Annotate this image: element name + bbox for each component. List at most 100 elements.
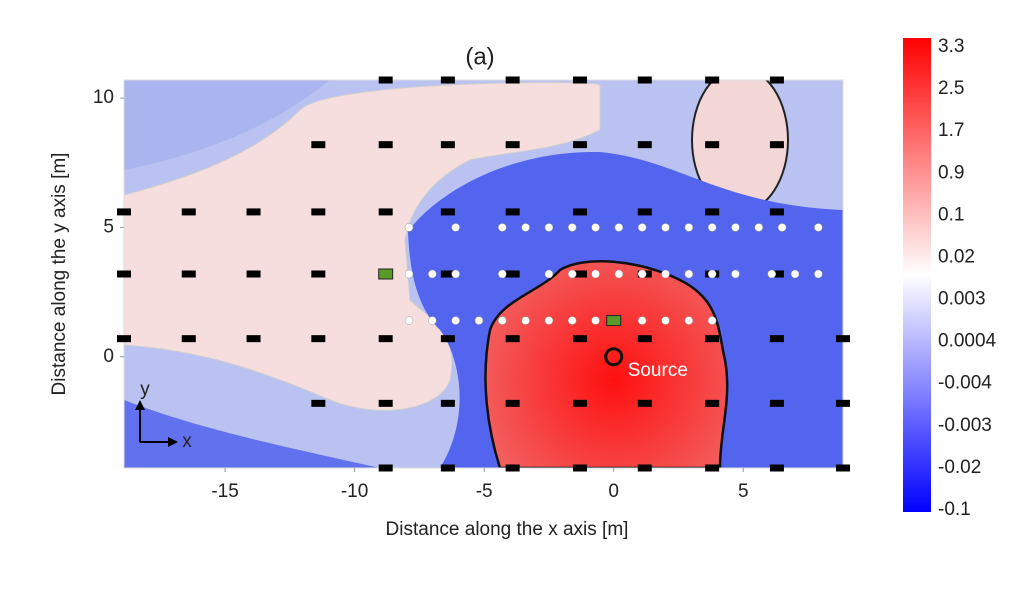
colorbar-label: 0.0004 [938,331,997,352]
sensor-dot [637,223,647,232]
sensor-dot [544,316,554,325]
source-marker [604,347,624,367]
contour-field [124,80,843,468]
sensor-dash [705,76,720,84]
sensor-dot [684,316,694,325]
sensor-dot [521,316,530,325]
sensor-dot [614,223,624,232]
y-tick-label: 0 [103,346,114,367]
colorbar-label: 0.1 [938,204,964,225]
sensor-dot [814,269,823,279]
sensor-dash [573,464,588,472]
sensor-dot [567,269,577,279]
sensor-dash [378,335,393,343]
sensor-dot [707,269,717,279]
inset-y-label: y [140,379,150,400]
sensor-dash [769,335,784,343]
sensor-dot [684,269,694,279]
sensor-dash [573,76,588,84]
sensor-dot [754,223,764,232]
x-tick-label: 0 [608,481,619,502]
sensor-dot [404,223,414,232]
colorbar-label: 3.3 [938,36,964,57]
colorbar [903,38,931,512]
sensor-dot [544,223,554,232]
y-tick-label: 10 [93,87,114,108]
sensor-dot [451,316,460,325]
sensor-dash [378,76,393,84]
sensor-dash [705,335,720,343]
sensor-dot [707,316,717,325]
sensor-dot [731,269,740,279]
sensor-dash [637,76,652,84]
x-tick-label: 5 [738,481,749,502]
y-tick-label: 5 [103,216,114,237]
sensor-dash [836,335,850,343]
sensor-dot [661,269,670,279]
chart-title: (a) [465,43,494,70]
sensor-dash [769,270,784,278]
sensor-dot [498,316,507,325]
sensor-dash [378,208,393,216]
colorbar-label: 0.003 [938,289,986,310]
sensor-dash [440,208,455,216]
colorbar-label: 0.02 [938,246,975,267]
sensor-dash [705,208,720,216]
colorbar-label: -0.003 [938,415,992,436]
x-tick-label: -5 [476,481,493,502]
sensor-dash [440,76,455,84]
sensor-dot [661,223,670,232]
sensor-dash [311,399,326,407]
sensor-dash [769,399,784,407]
sensor-dash [769,464,784,472]
sensor-dot [498,269,507,279]
sensor-dash [440,335,455,343]
sensor-dot [731,223,740,232]
x-tick-label: -10 [341,481,368,502]
sensor-dash [378,399,393,407]
colorbar-label: -0.02 [938,457,981,478]
sensor-dash [181,270,196,278]
sensor-dash [505,399,520,407]
sensor-dash [573,399,588,407]
sensor-dash [573,270,588,278]
sensor-dot [637,269,647,279]
sensor-dash [181,335,196,343]
sensor-dot [567,223,577,232]
sensor-dot [404,269,414,279]
x-tick-label: -15 [211,481,238,502]
sensor-dash [637,208,652,216]
sensor-dot [451,223,460,232]
sensor-dash [637,335,652,343]
sensor-dash [440,399,455,407]
sensor-dot [637,316,647,325]
sensor-dot [404,316,414,325]
sensor-dash [505,208,520,216]
sensor-dash [246,270,261,278]
sensor-square [378,268,394,280]
sensor-dot [521,223,530,232]
sensor-dot [567,316,577,325]
sensor-dash [637,399,652,407]
sensor-dash [117,270,131,278]
sensor-dash [246,335,261,343]
sensor-dot [777,223,787,232]
sensor-dot [614,269,624,279]
sensor-dot [591,269,600,279]
sensor-dot [591,316,600,325]
sensor-dash [311,141,326,149]
sensor-dot [767,269,776,279]
colorbar-label: -0.004 [938,373,992,394]
sensor-dot [661,316,670,325]
sensor-dash [705,141,720,149]
sensor-dash [769,141,784,149]
x-axis-label: Distance along the x axis [m] [386,519,629,540]
sensor-dash [311,335,326,343]
sensor-dot [684,223,694,232]
sensor-dash [573,208,588,216]
sensor-dash [836,464,850,472]
sensor-dash [246,208,261,216]
sensor-dash [311,270,326,278]
sensor-dash [769,208,784,216]
